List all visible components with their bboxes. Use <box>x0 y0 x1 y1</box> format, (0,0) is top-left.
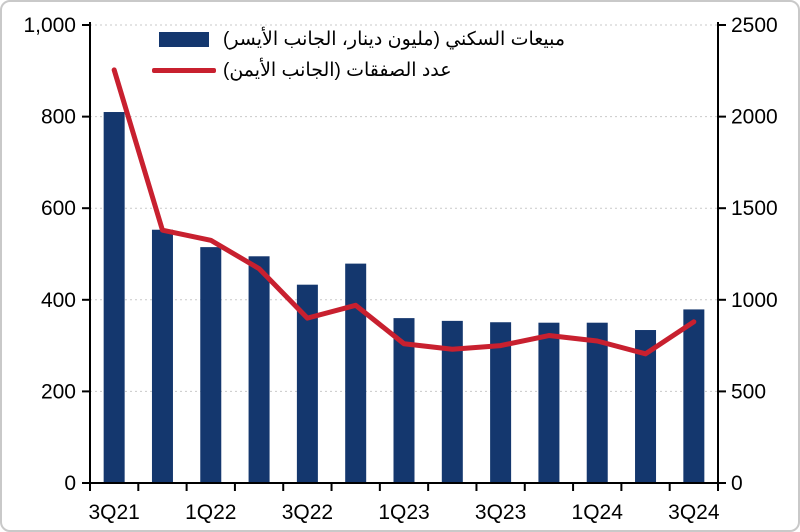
bar-series-marker-box <box>152 32 216 48</box>
right-axis-tick-label: 1500 <box>731 197 778 220</box>
legend-label-transactions: عدد الصفقات (الجانب الأيمن) <box>223 59 452 81</box>
line-series-swatch-icon <box>152 68 216 74</box>
bar-3Q22 <box>296 284 318 483</box>
legend-label-sales: مبيعات السكني (مليون دينار، الجانب الأيس… <box>223 29 566 50</box>
legend-item-sales: مبيعات السكني (مليون دينار، الجانب الأيس… <box>152 29 565 51</box>
left-axis-tick-label: 400 <box>41 289 76 312</box>
right-axis-tick-label: 500 <box>731 380 766 403</box>
bar-2Q24 <box>635 330 657 483</box>
x-axis-tick-label: 3Q24 <box>668 501 720 524</box>
left-axis-tick-label: 0 <box>64 472 76 495</box>
bar-1Q23 <box>393 318 415 483</box>
x-axis-tick-label: 3Q21 <box>88 501 139 524</box>
bar-series-swatch-icon <box>159 32 209 48</box>
right-axis-tick-label: 0 <box>731 472 743 495</box>
right-axis-tick-label: 1000 <box>731 289 778 312</box>
x-axis-tick-label: 3Q22 <box>282 501 333 524</box>
bar-4Q22 <box>345 263 367 483</box>
bar-3Q23 <box>490 322 512 483</box>
bar-3Q24 <box>683 309 705 483</box>
bar-4Q21 <box>151 229 173 483</box>
legend: مبيعات السكني (مليون دينار، الجانب الأيس… <box>152 29 565 82</box>
x-axis-tick-label: 1Q23 <box>378 501 429 524</box>
right-axis-tick-label: 2500 <box>731 14 778 37</box>
transactions-line <box>111 67 697 357</box>
bar-2Q23 <box>441 320 463 483</box>
legend-item-transactions: عدد الصفقات (الجانب الأيمن) <box>152 60 565 82</box>
left-axis-tick-label: 1,000 <box>23 14 76 37</box>
x-axis-tick-label: 3Q23 <box>475 501 526 524</box>
left-axis-tick-label: 800 <box>41 106 76 129</box>
x-axis-tick-label: 1Q24 <box>572 501 624 524</box>
bar-2Q22 <box>248 256 270 483</box>
bar-1Q24 <box>586 322 608 483</box>
left-axis-tick-label: 600 <box>41 197 76 220</box>
left-axis-tick-label: 200 <box>41 380 76 403</box>
bar-1Q22 <box>200 247 222 483</box>
x-axis-tick-label: 1Q22 <box>185 501 236 524</box>
bar-4Q23 <box>538 322 560 483</box>
right-axis-tick-label: 2000 <box>731 106 778 129</box>
line-series-marker-box <box>152 63 216 79</box>
bar-3Q21 <box>103 112 125 484</box>
